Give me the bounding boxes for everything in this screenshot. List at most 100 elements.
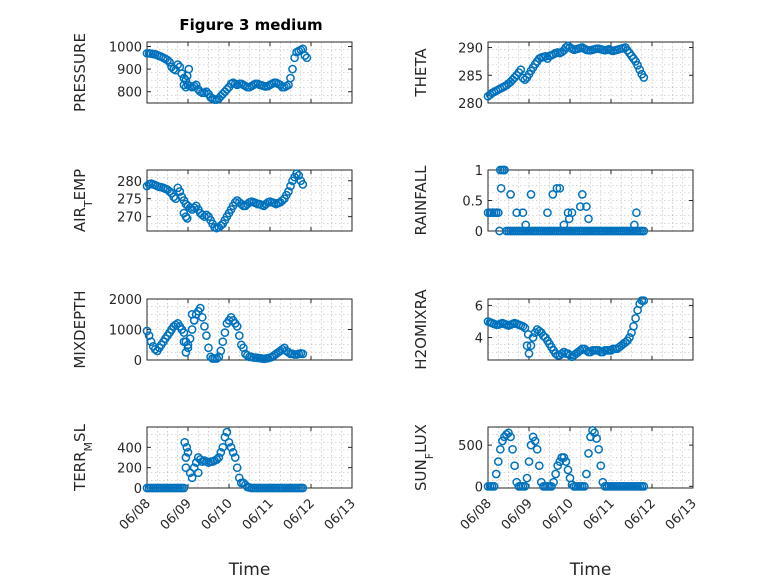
data-point <box>234 473 244 483</box>
data-point <box>142 326 152 336</box>
data-point <box>559 453 569 462</box>
data-point <box>508 444 517 454</box>
data-point <box>187 473 197 483</box>
y-tick-label: 290 <box>458 42 483 57</box>
y-tick-label: 0 <box>134 354 142 369</box>
x-tick-label: 06/09 <box>499 496 536 533</box>
data-point <box>552 183 562 193</box>
data-point <box>541 52 550 61</box>
data-point <box>200 212 209 221</box>
data-point <box>493 208 503 218</box>
data-point <box>181 453 191 462</box>
subplot-sun-flux: 0 500 06/08 06/09 06/10 06/11 06/12 06/13 SUNFLU… <box>412 424 700 580</box>
y-tick-label: 1000 <box>109 324 142 339</box>
data-point <box>500 165 509 175</box>
data-point <box>590 428 599 438</box>
y-tick-label: 800 <box>117 86 142 101</box>
data-point <box>220 432 230 442</box>
data-point <box>298 180 308 189</box>
data-point <box>202 87 211 97</box>
data-point <box>189 203 199 213</box>
subplot-rainfall: 0 0.5 1 RAINFALL <box>412 164 694 240</box>
data-point <box>548 190 558 199</box>
data-point <box>189 316 199 325</box>
data-point <box>232 463 242 473</box>
x-tick-label: 06/13 <box>663 496 700 533</box>
data-point <box>224 437 234 447</box>
y-tick-label: 6 <box>475 299 483 314</box>
y-axis-label: THETA <box>412 48 430 98</box>
data-point <box>182 214 192 223</box>
y-tick-label: 900 <box>117 63 142 78</box>
data-point <box>175 187 185 196</box>
data-point <box>173 60 183 69</box>
data-point <box>588 425 597 435</box>
data-point <box>234 331 244 340</box>
data-point <box>216 346 226 356</box>
data-point <box>214 453 224 462</box>
data-point <box>181 348 191 357</box>
data-point <box>181 463 191 473</box>
data-point <box>547 482 556 491</box>
data-point <box>169 192 179 202</box>
data-point <box>565 350 575 360</box>
y-tick-label: 0 <box>475 480 483 495</box>
data-point <box>633 60 642 70</box>
data-point <box>625 333 634 342</box>
data-point <box>300 51 310 60</box>
data-point <box>177 69 187 78</box>
data-point <box>216 221 226 230</box>
data-point <box>163 55 172 65</box>
y-tick-label: 275 <box>117 193 142 208</box>
data-point <box>559 220 569 230</box>
data-point <box>553 461 563 471</box>
data-point <box>302 53 312 63</box>
data-point <box>567 208 577 218</box>
x-tick-label: 06/13 <box>322 496 359 533</box>
y-axis-label: RAINFALL <box>412 165 430 236</box>
y-axis-label: H2OMIXRA <box>412 289 430 370</box>
data-point <box>584 449 593 458</box>
y-tick-label: 1000 <box>109 41 142 56</box>
data-point <box>218 442 228 452</box>
y-tick-label: 0 <box>134 482 142 497</box>
data-point <box>510 73 519 82</box>
data-point <box>165 57 174 67</box>
data-point <box>212 455 222 464</box>
data-point <box>292 169 301 178</box>
data-point <box>639 482 649 491</box>
data-point <box>236 199 246 209</box>
x-axis-label: Time <box>569 560 612 580</box>
data-point <box>182 442 192 452</box>
data-point <box>631 313 640 323</box>
data-point <box>582 469 591 479</box>
y-tick-label: 2000 <box>109 293 142 308</box>
data-point <box>218 337 228 347</box>
data-point <box>206 352 215 362</box>
data-point <box>496 183 506 193</box>
data-point <box>202 331 211 340</box>
data-point <box>171 320 181 330</box>
data-point <box>195 303 205 313</box>
data-point <box>288 64 297 74</box>
data-point <box>639 73 649 82</box>
data-point <box>594 444 604 454</box>
data-point <box>232 322 242 331</box>
data-point <box>582 202 591 211</box>
data-point <box>551 469 560 479</box>
x-tick-label: 06/10 <box>199 496 236 533</box>
data-point <box>228 448 238 457</box>
data-point <box>495 444 505 454</box>
data-point <box>189 463 199 473</box>
data-point <box>592 434 601 443</box>
data-point <box>526 190 536 199</box>
data-point <box>630 220 639 230</box>
data-point <box>526 341 536 350</box>
data-point <box>577 190 587 199</box>
data-point <box>516 65 526 75</box>
data-point <box>165 187 174 196</box>
y-tick-label: 200 <box>117 462 142 477</box>
data-point <box>284 187 293 196</box>
data-point <box>523 329 533 339</box>
